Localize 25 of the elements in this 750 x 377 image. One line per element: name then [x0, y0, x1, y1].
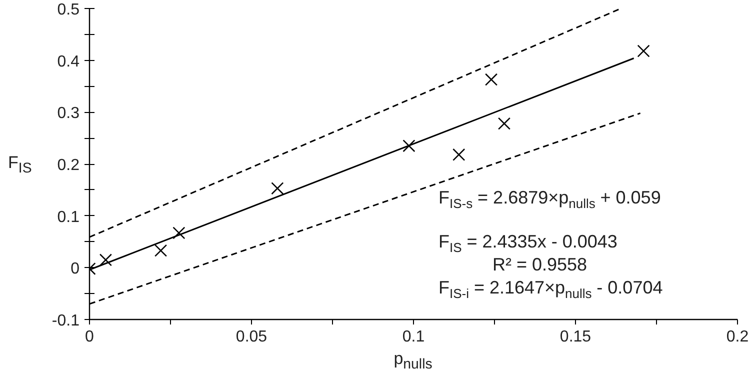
x-tick-label: 0.15: [560, 328, 592, 346]
text: F$_{IS}$: [8, 153, 32, 176]
x-tick-label: 0: [85, 328, 94, 346]
point: [498, 117, 511, 130]
point: [637, 44, 650, 58]
point: [99, 254, 112, 266]
point: [172, 226, 186, 240]
x-tick-label: 0.2: [726, 328, 749, 346]
y-tick-label: 0.2: [57, 157, 80, 174]
annotation: R² = 0.9558: [492, 254, 588, 274]
point: [484, 73, 498, 86]
point: [452, 148, 466, 161]
y-tick-label: 0: [70, 260, 80, 278]
y-tick-label: -0.1: [52, 312, 80, 330]
point: [271, 182, 284, 195]
point: [154, 244, 168, 257]
y-tick-label: 0.5: [57, 2, 80, 18]
y-tick-label: 0.1: [57, 208, 80, 226]
text: = 2.4335x - 0.0043: [466, 232, 618, 252]
x-tick-label: 0.1: [402, 328, 425, 346]
x-axis-title: p$_{nulls}$: [394, 348, 432, 374]
point: [402, 140, 416, 152]
x-tick-label: 0.05: [236, 328, 268, 346]
y-tick-label: 0.4: [57, 53, 80, 70]
y-tick-label: 0.3: [57, 105, 80, 122]
